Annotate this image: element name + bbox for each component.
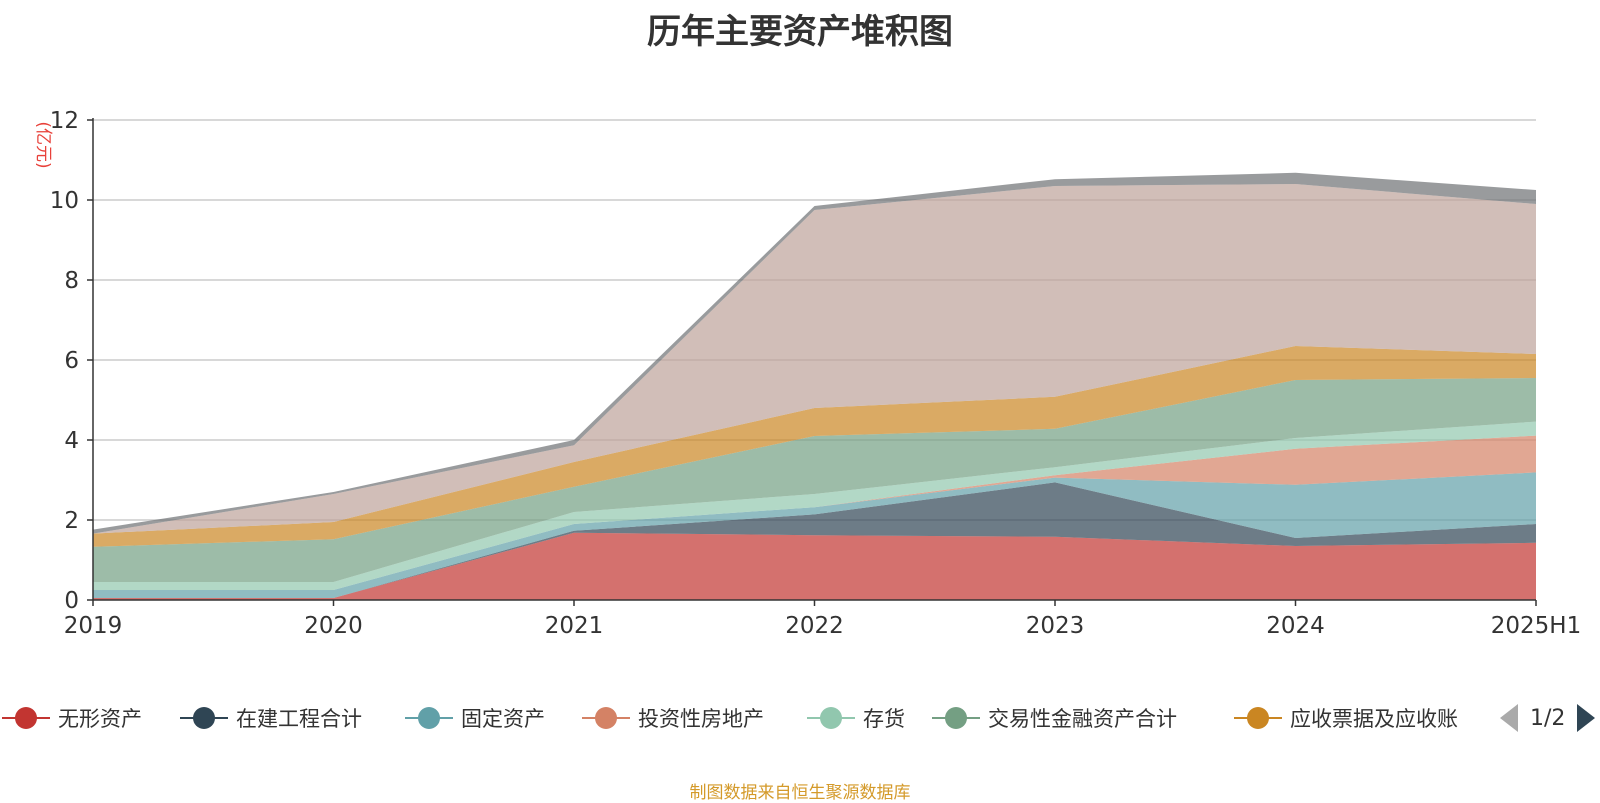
x-axis-tick-label: 2023 (1026, 613, 1085, 639)
legend-label: 无形资产 (58, 707, 142, 731)
legend: 1/2 无形资产 在建工程合计 固定资产 投资性房地产 存货 交易性金融资产合计 应收票据及… (0, 700, 1600, 736)
area-series-1 (93, 532, 1536, 600)
legend-marker-icon (1234, 707, 1282, 729)
area-series-2 (93, 482, 1536, 598)
legend-label: 应收票据及应收账 (1290, 707, 1458, 731)
legend-item[interactable]: 应收票据及应收账 (1232, 700, 1458, 736)
area-series-3 (93, 472, 1536, 598)
legend-marker-icon (582, 707, 630, 729)
legend-item[interactable]: 固定资产 (403, 700, 545, 736)
x-axis-tick-label: 2024 (1266, 613, 1325, 639)
x-axis-tick-label: 2020 (304, 613, 363, 639)
axes: 0 2 4 6 8 10 12 2019 2020 2021 2022 2023 2024 2025H1 (50, 108, 1582, 639)
legend-marker-icon (807, 707, 855, 729)
legend-pager: 1/2 (1500, 700, 1596, 736)
area-series-4 (93, 435, 1536, 590)
y-axis-tick-label: 0 (64, 588, 79, 614)
legend-label: 存货 (863, 707, 905, 731)
chart-title: 历年主要资产堆积图 (647, 12, 953, 52)
legend-item[interactable]: 在建工程合计 (178, 700, 362, 736)
legend-item[interactable]: 投资性房地产 (580, 700, 764, 736)
x-axis-tick-label: 2019 (64, 613, 123, 639)
legend-marker-icon (2, 707, 50, 729)
area-series-8 (93, 184, 1536, 534)
source-note: 制图数据来自恒生聚源数据库 (689, 783, 911, 803)
y-axis-tick-label: 8 (64, 268, 79, 294)
legend-marker-icon (932, 707, 980, 729)
area-series (93, 172, 1536, 600)
legend-marker-icon (405, 707, 453, 729)
legend-label: 在建工程合计 (236, 707, 362, 731)
legend-item[interactable]: 交易性金融资产合计 (930, 700, 1177, 736)
legend-item[interactable]: 无形资产 (0, 700, 142, 736)
legend-label: 固定资产 (461, 707, 545, 731)
legend-item[interactable]: 存货 (805, 700, 905, 736)
legend-label: 交易性金融资产合计 (988, 707, 1177, 731)
y-axis-tick-label: 2 (64, 508, 79, 534)
legend-next-page-icon[interactable] (1577, 704, 1596, 732)
legend-prev-page-icon[interactable] (1500, 704, 1518, 732)
area-series-7 (93, 346, 1536, 547)
y-axis-unit-label: (亿元) (33, 121, 53, 168)
x-axis-tick-label: 2021 (545, 613, 604, 639)
legend-label: 投资性房地产 (638, 707, 764, 731)
x-axis-tick-label: 2022 (785, 613, 844, 639)
legend-marker-icon (180, 707, 228, 729)
x-axis-tick-label: 2025H1 (1491, 613, 1581, 639)
legend-page-indicator: 1/2 (1530, 705, 1566, 731)
y-axis-tick-label: 6 (64, 348, 79, 374)
area-series-5 (93, 421, 1536, 590)
y-axis-tick-label: 4 (64, 428, 79, 454)
y-axis-tick-label: 12 (50, 108, 79, 134)
y-axis-tick-label: 10 (50, 188, 79, 214)
area-series-6 (93, 378, 1536, 582)
